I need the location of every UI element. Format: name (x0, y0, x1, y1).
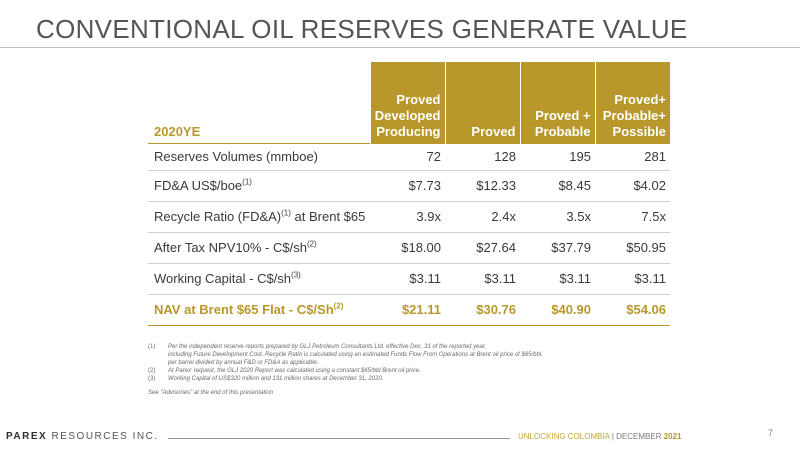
tagline-date: DECEMBER (616, 432, 662, 441)
brand-resources: RESOURCES (51, 431, 129, 442)
footnotes: (1) Per the independent reserve reports p… (148, 343, 668, 397)
column-header-line: Proved (396, 91, 441, 107)
table-cell: $40.90 (520, 294, 595, 326)
footnote-text: Working Capital of US$320 million and 13… (168, 376, 384, 382)
table-row: Working Capital - C$/sh(3) $3.11 $3.11 $3.1… (148, 263, 670, 295)
table-corner-label: 2020YE (148, 62, 370, 143)
footnote-number: (1) (148, 344, 156, 350)
column-header-line: Probable (534, 123, 591, 139)
column-header: Proved + Probable (519, 62, 595, 143)
brand-inc: INC. (132, 431, 159, 442)
column-header: Proved+ Probable+ Possible (594, 62, 670, 143)
footnote-ref: (1) (242, 177, 252, 187)
footnote-text: At Parex' request, the GLJ 2020 Report w… (168, 368, 421, 374)
column-header-line: Proved + (535, 107, 591, 123)
table-cell: $54.06 (595, 294, 670, 326)
table-cell: $3.11 (595, 263, 670, 295)
table-cell: $4.02 (595, 170, 670, 202)
table-cell: 7.5x (595, 201, 670, 233)
brand-name: PAREX (6, 431, 48, 442)
footnote-ref: (1) (281, 208, 291, 218)
table-header-row: 2020YE Proved Developed Producing Proved P… (148, 62, 670, 143)
footnote-number: (3) (148, 376, 156, 382)
table-cell: $7.73 (370, 170, 445, 202)
page-number: 7 (768, 428, 774, 438)
column-header-line: Producing (376, 123, 441, 139)
table-body: Reserves Volumes (mmboe) 72 128 195 281 FD&A … (148, 142, 670, 326)
table-cell: $3.11 (520, 263, 595, 295)
column-header-line: Probable+ (602, 107, 666, 123)
title-divider (0, 47, 800, 48)
table-row: After Tax NPV10% - C$/sh(2) $18.00 $27.64 $… (148, 232, 670, 264)
tagline-year: 2021 (663, 432, 682, 441)
footnote-ref: (2) (333, 301, 344, 311)
slide-title: CONVENTIONAL OIL RESERVES GENERATE VALUE (36, 14, 688, 44)
table-row: FD&A US$/boe(1) $7.73 $12.33 $8.45 $4.02 (148, 170, 670, 202)
column-header: Proved Developed Producing (369, 62, 445, 143)
footnote-text: per barrel divided by annual F&D or FD&A… (168, 360, 319, 366)
footnote-ref: (2) (306, 239, 317, 249)
footnote-ref: (3) (291, 270, 301, 280)
table-cell: $50.95 (595, 232, 670, 264)
footnote-item: (2) At Parex' request, the GLJ 2020 Repor… (148, 367, 668, 375)
table-cell: $12.33 (445, 170, 520, 202)
table-cell: 281 (595, 142, 670, 171)
footnote-item: (1) Per the independent reserve reports p… (148, 343, 668, 367)
table-cell: $8.45 (520, 170, 595, 202)
reserves-table: 2020YE Proved Developed Producing Proved P… (148, 62, 670, 326)
table-cell: $27.64 (445, 232, 520, 264)
row-label: Reserves Volumes (mmboe) (148, 142, 370, 171)
row-label-suffix: at Brent $65 (290, 209, 366, 224)
advisories-note: See "Advisories" at the end of this pres… (148, 390, 274, 396)
footnote-number: (2) (148, 368, 156, 374)
table-cell: 195 (520, 142, 595, 171)
row-label-text: Working Capital - C$/sh (154, 271, 292, 286)
row-label: Working Capital - C$/sh(3) (148, 263, 370, 295)
table-cell: $3.11 (370, 263, 445, 295)
table-cell: $3.11 (445, 263, 520, 295)
table-row: NAV at Brent $65 Flat - C$/Sh(2) $21.11 $3… (148, 294, 670, 326)
table-cell: 2.4x (445, 201, 520, 233)
tagline-separator: | (611, 432, 614, 441)
footnote-list: (1) Per the independent reserve reports p… (148, 343, 668, 383)
table-cell: $37.79 (520, 232, 595, 264)
row-label-text: Recycle Ratio (FD&A) (154, 209, 282, 224)
row-label-text: FD&A US$/boe (154, 178, 243, 193)
table-cell: 72 (370, 142, 445, 171)
row-label: Recycle Ratio (FD&A)(1) at Brent $65 (148, 201, 370, 233)
table-cell: 128 (445, 142, 520, 171)
footer-brand-logo: PAREX RESOURCES INC. (6, 431, 159, 442)
table-cell: $30.76 (445, 294, 520, 326)
column-header: Proved (444, 62, 520, 143)
table-cell: $21.11 (370, 294, 445, 326)
tagline-text: UNLOCKING COLOMBIA (518, 432, 610, 441)
table-row: Reserves Volumes (mmboe) 72 128 195 281 (148, 142, 670, 171)
footnote-text: Per the independent reserve reports prep… (168, 344, 487, 350)
row-label: NAV at Brent $65 Flat - C$/Sh(2) (148, 294, 370, 326)
footer-divider (168, 438, 510, 439)
row-label: FD&A US$/boe(1) (148, 170, 370, 202)
row-label-text: After Tax NPV10% - C$/sh (154, 240, 307, 255)
table-cell: 3.9x (370, 201, 445, 233)
footnote-text: including Future Development Cost. Recyc… (168, 352, 543, 358)
row-label: After Tax NPV10% - C$/sh(2) (148, 232, 370, 264)
column-header-line: Proved+ (614, 91, 666, 107)
footnote-item: (3) Working Capital of US$320 million and… (148, 375, 668, 383)
table-row: Recycle Ratio (FD&A)(1) at Brent $65 3.9x… (148, 201, 670, 233)
column-header-line: Proved (471, 123, 516, 139)
column-header-line: Possible (612, 123, 666, 139)
footer-tagline: UNLOCKING COLOMBIA | DECEMBER 2021 (518, 432, 682, 441)
table-cell: $18.00 (370, 232, 445, 264)
row-label-text: NAV at Brent $65 Flat - C$/Sh (154, 302, 334, 317)
column-header-line: Developed (374, 107, 441, 123)
row-label-text: Reserves Volumes (mmboe) (154, 149, 318, 164)
table-cell: 3.5x (520, 201, 595, 233)
